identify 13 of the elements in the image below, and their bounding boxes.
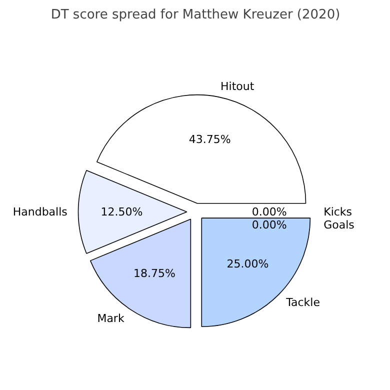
slice-label: Tackle <box>285 296 320 309</box>
data-label: 12.50% <box>100 205 143 218</box>
chart-title: DT score spread for Matthew Kreuzer (2020) <box>50 8 340 22</box>
text: 0.00% <box>252 218 287 232</box>
data-label: 25.00% <box>226 258 269 271</box>
text: 0.00% <box>252 205 287 218</box>
data-label: 18.75% <box>134 266 176 280</box>
data-label: 43.75% <box>188 133 231 146</box>
slice-label: Mark <box>97 312 125 325</box>
category-label: Kicks <box>324 205 352 218</box>
slice-label: Handballs <box>12 205 68 218</box>
category-label: Goals <box>324 218 354 232</box>
slice-label: Hitout <box>220 80 255 93</box>
